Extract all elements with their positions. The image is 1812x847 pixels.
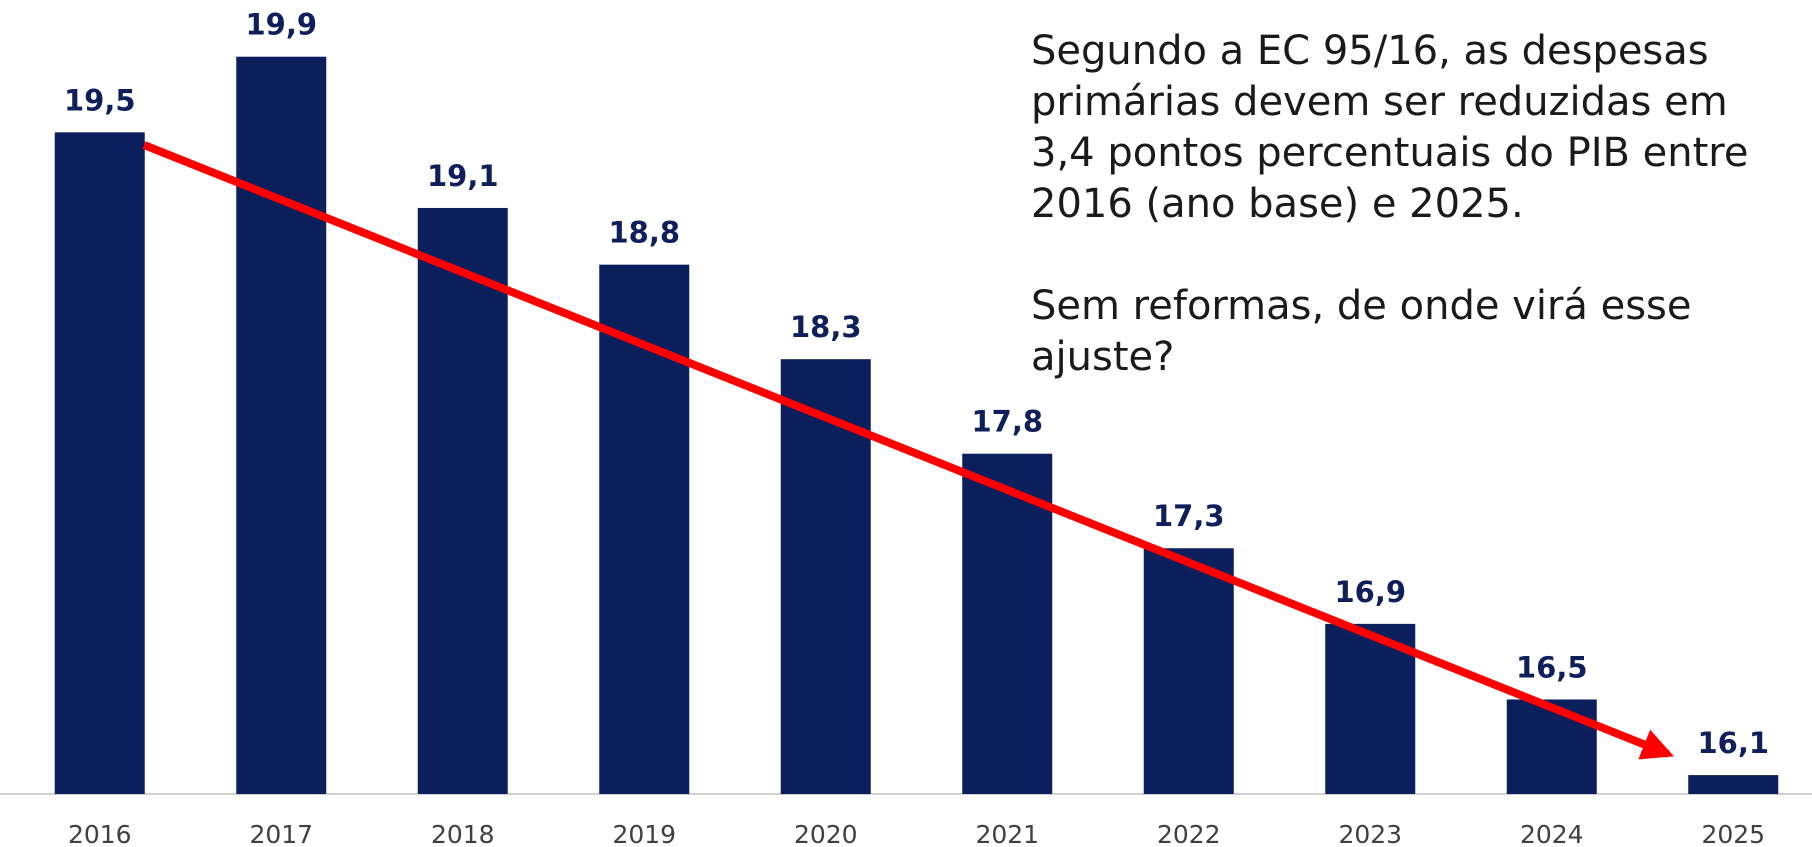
annotation-line: Segundo a EC 95/16, as despesas	[1031, 28, 1709, 74]
value-label: 16,5	[1516, 650, 1588, 684]
bar	[417, 207, 508, 794]
value-label: 16,9	[1334, 575, 1406, 609]
value-label: 19,5	[64, 83, 136, 117]
bar	[54, 132, 145, 795]
value-label: 17,8	[971, 405, 1043, 439]
value-label: 18,8	[608, 216, 680, 250]
x-tick-label: 2024	[1520, 820, 1584, 847]
bar	[962, 453, 1053, 794]
x-tick-label: 2022	[1157, 820, 1221, 847]
x-tick-label: 2021	[975, 820, 1039, 847]
bar	[1325, 623, 1416, 794]
bar	[780, 359, 871, 794]
x-tick-label: 2023	[1338, 820, 1402, 847]
bar	[1688, 775, 1779, 794]
bar	[1143, 548, 1234, 794]
value-label: 19,9	[245, 8, 317, 42]
value-label: 18,3	[790, 310, 862, 344]
x-tick-label: 2019	[612, 820, 676, 847]
bar	[236, 56, 327, 794]
annotation-line: primárias devem ser reduzidas em	[1031, 79, 1728, 125]
bar	[1506, 699, 1597, 794]
annotation-line: Sem reformas, de onde virá esse	[1031, 283, 1692, 329]
bars	[54, 56, 1779, 795]
value-label: 19,1	[427, 159, 499, 193]
x-tick-label: 2025	[1701, 820, 1765, 847]
x-tick-label: 2017	[249, 820, 313, 847]
value-label: 17,3	[1153, 499, 1225, 533]
x-tick-label: 2018	[431, 820, 495, 847]
x-tick-label: 2020	[794, 820, 858, 847]
value-label: 16,1	[1697, 726, 1769, 760]
trend-arrow	[142, 141, 1674, 760]
annotation-line: 2016 (ano base) e 2025.	[1031, 181, 1524, 227]
x-tick-label: 2016	[68, 820, 132, 847]
annotation-line: ajuste?	[1031, 334, 1174, 380]
annotation-line: 3,4 pontos percentuais do PIB entre	[1031, 130, 1748, 176]
